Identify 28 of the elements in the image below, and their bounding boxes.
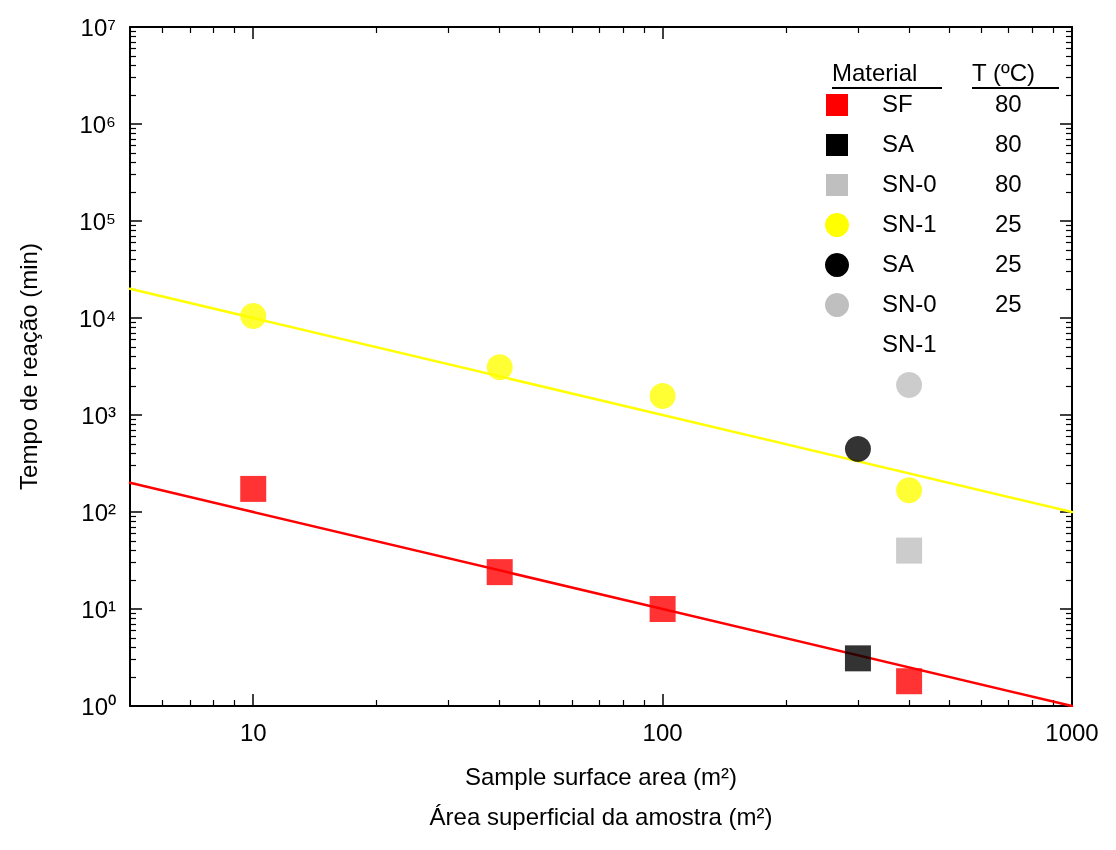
legend-label: SA	[882, 129, 915, 157]
legend-label: SN-1	[882, 209, 937, 237]
y-tick-label: 10⁵	[79, 207, 116, 235]
annotation: 25	[995, 289, 1022, 317]
x-tick-label: 1000	[1045, 718, 1099, 746]
y-axis-title: Tempo de reação (min)	[14, 243, 42, 490]
legend-label: SF	[882, 89, 913, 117]
annotation: 25	[995, 209, 1022, 237]
legend-label: SN-0	[882, 289, 937, 317]
annotation: 80	[995, 169, 1022, 197]
y-tick-label: 10²	[81, 498, 117, 526]
legend-label: SN-0	[882, 169, 937, 197]
y-tick-label: 10⁴	[78, 304, 116, 332]
y-tick-label: 10¹	[81, 595, 117, 623]
y-tick-label: 10⁰	[81, 692, 116, 720]
legend-title: Material	[832, 58, 918, 86]
x-tick-label: 100	[642, 718, 683, 746]
annotation: T (ºC)	[972, 58, 1035, 86]
y-tick-label: 10⁶	[79, 110, 116, 138]
y-tick-label: 10³	[81, 401, 117, 429]
x-tick-label: 10	[239, 718, 267, 746]
annotation: SN-1	[882, 329, 937, 357]
annotation: 80	[995, 129, 1022, 157]
legend-label: SA	[882, 249, 915, 277]
y-tick-label: 10⁷	[80, 13, 116, 41]
annotation: 80	[995, 89, 1022, 117]
annotation: 25	[995, 249, 1022, 277]
x-axis-title: Sample surface area (m²) Área superficial da amostra (m²)	[429, 762, 773, 830]
